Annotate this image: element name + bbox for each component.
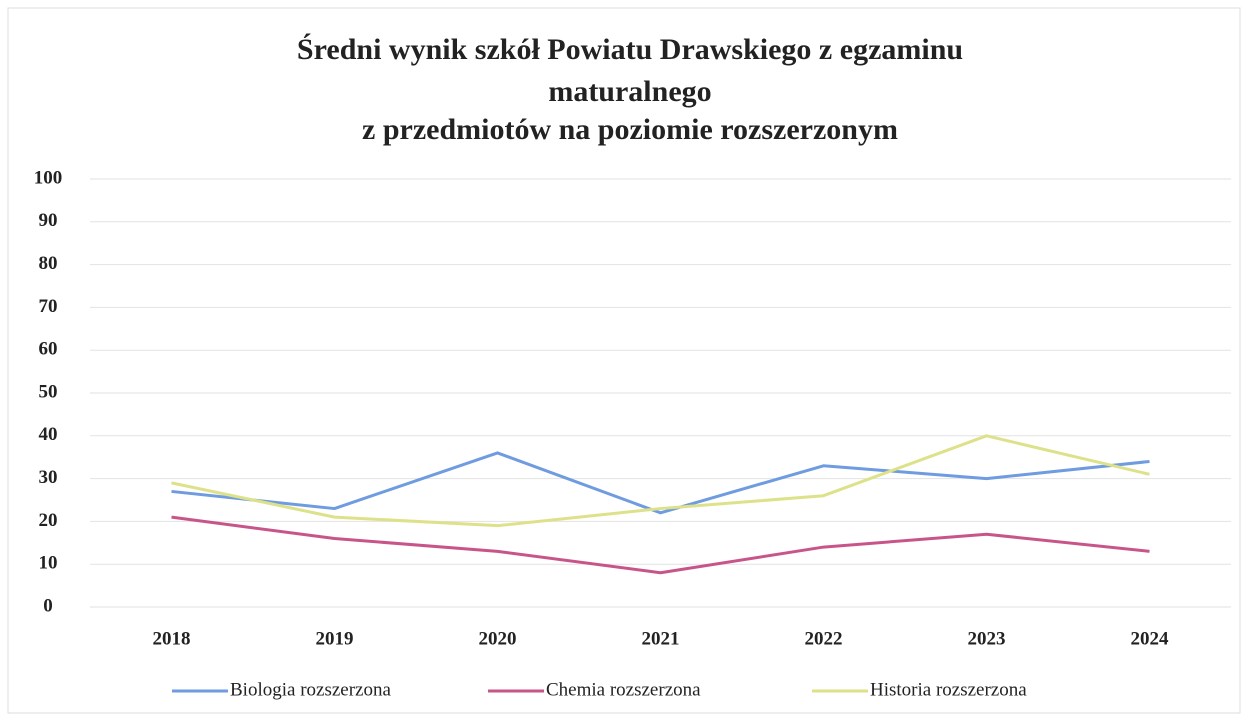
y-tick-label: 20 bbox=[39, 510, 58, 531]
y-tick-label: 50 bbox=[39, 381, 58, 402]
y-tick-label: 30 bbox=[39, 467, 58, 488]
x-tick-label: 2018 bbox=[153, 628, 191, 649]
chart-title: maturalnego bbox=[548, 75, 711, 108]
chart-border bbox=[7, 7, 1241, 714]
legend-label: Historia rozszerzona bbox=[870, 679, 1027, 700]
y-tick-label: 0 bbox=[43, 595, 53, 616]
y-tick-label: 80 bbox=[39, 253, 58, 274]
x-tick-label: 2019 bbox=[316, 628, 354, 649]
legend-label: Chemia rozszerzona bbox=[546, 679, 701, 700]
y-tick-label: 40 bbox=[39, 424, 58, 445]
y-tick-label: 90 bbox=[39, 210, 58, 231]
y-tick-label: 10 bbox=[39, 553, 58, 574]
x-tick-label: 2021 bbox=[642, 628, 680, 649]
y-tick-label: 70 bbox=[39, 296, 58, 317]
chart-title: Średni wynik szkół Powiatu Drawskiego z … bbox=[297, 33, 963, 66]
y-tick-label: 100 bbox=[34, 167, 63, 188]
line-series bbox=[171, 515, 1150, 575]
x-tick-label: 2022 bbox=[805, 628, 843, 649]
x-tick-label: 2023 bbox=[968, 628, 1006, 649]
line-series bbox=[171, 434, 1150, 528]
chart-title: z przedmiotów na poziomie rozszerzonym bbox=[362, 113, 898, 146]
y-tick-label: 60 bbox=[39, 339, 58, 360]
x-tick-label: 2020 bbox=[479, 628, 517, 649]
legend-label: Biologia rozszerzona bbox=[230, 679, 391, 700]
x-tick-label: 2024 bbox=[1131, 628, 1170, 649]
line-series bbox=[171, 451, 1150, 515]
